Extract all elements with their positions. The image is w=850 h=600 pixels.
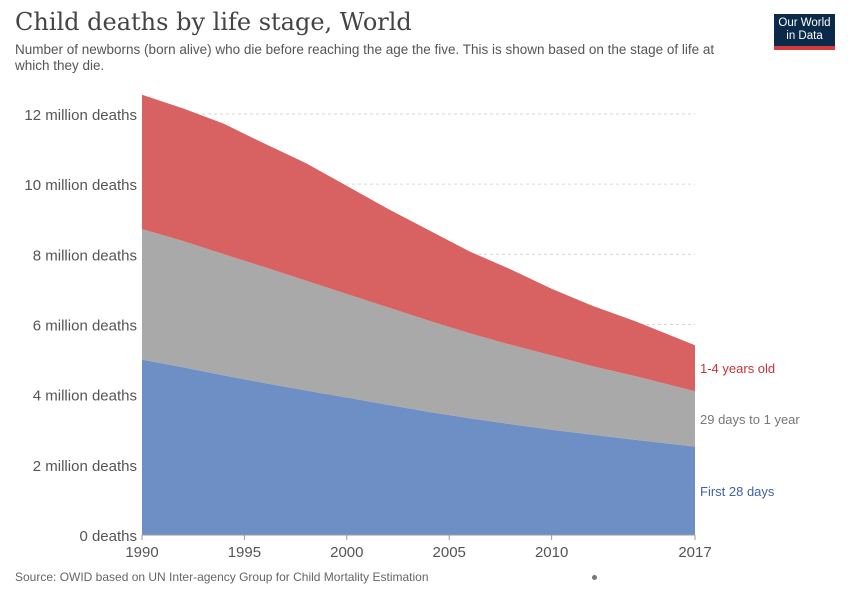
area-1-4-years <box>142 94 695 392</box>
source-note: Source: OWID based on UN Inter-agency Gr… <box>15 570 429 584</box>
series-label-29-days-to-1-year: 29 days to 1 year <box>700 412 800 427</box>
x-tick-label: 2010 <box>535 544 568 561</box>
area-first-28-days <box>142 359 695 535</box>
x-tick-label: 1995 <box>228 544 261 561</box>
chart-area: 0 deaths 2 million deaths 4 million deaths… <box>24 94 800 561</box>
x-tick-label: 2017 <box>678 544 711 561</box>
y-tick-label: 12 million deaths <box>24 107 137 124</box>
y-tick-label: 2 million deaths <box>33 458 137 475</box>
y-tick-label: 8 million deaths <box>33 247 137 264</box>
y-tick-label: 4 million deaths <box>33 388 137 405</box>
footer-dot <box>592 575 597 580</box>
logo-line-1: Our World <box>778 17 831 29</box>
chart-subtitle: Number of newborns (born alive) who die … <box>15 42 715 73</box>
logo-line-2: in Data <box>786 30 823 42</box>
y-tick-label: 6 million deaths <box>33 318 137 335</box>
x-tick-label: 1990 <box>125 544 158 561</box>
series-label-1-4-years: 1-4 years old <box>700 361 775 376</box>
x-tick-label: 2000 <box>330 544 363 561</box>
stacked-area-chart: 0 deaths 2 million deaths 4 million deaths… <box>24 94 800 561</box>
area-29-days-to-1-year <box>142 229 695 447</box>
owid-logo[interactable]: Our World in Data <box>774 14 835 50</box>
series-label-first-28-days: First 28 days <box>700 484 775 499</box>
y-tick-label: 10 million deaths <box>24 177 137 194</box>
chart-title: Child deaths by life stage, World <box>15 8 412 36</box>
x-tick-label: 2005 <box>433 544 466 561</box>
y-tick-label: 0 deaths <box>79 528 137 545</box>
